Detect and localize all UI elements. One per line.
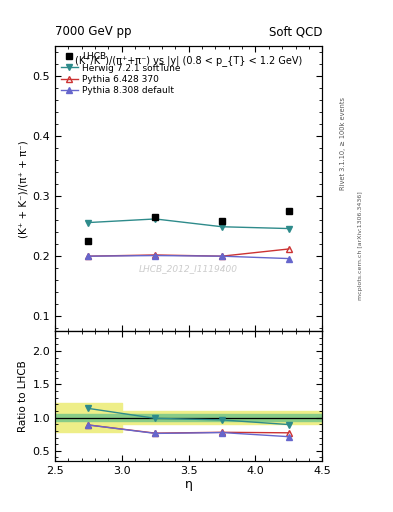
Pythia 8.308 default bbox=[286, 255, 291, 262]
Line: LHCB: LHCB bbox=[85, 208, 292, 245]
Y-axis label: (K⁺ + K⁻)/(π⁺ + π⁻): (K⁺ + K⁻)/(π⁺ + π⁻) bbox=[18, 140, 28, 238]
Line: Pythia 6.428 370: Pythia 6.428 370 bbox=[85, 246, 292, 259]
Herwig 7.2.1 softTune bbox=[153, 216, 158, 222]
Pythia 8.308 default bbox=[153, 252, 158, 259]
Pythia 8.308 default bbox=[220, 253, 224, 259]
Herwig 7.2.1 softTune bbox=[286, 225, 291, 231]
Pythia 6.428 370 bbox=[153, 252, 158, 258]
Text: Rivet 3.1.10, ≥ 100k events: Rivet 3.1.10, ≥ 100k events bbox=[340, 97, 346, 190]
Text: 7000 GeV pp: 7000 GeV pp bbox=[55, 26, 132, 38]
Pythia 6.428 370 bbox=[220, 253, 224, 259]
Herwig 7.2.1 softTune bbox=[86, 220, 91, 226]
X-axis label: η: η bbox=[185, 478, 193, 492]
Text: (K⁺/K⁻)/(π⁺+π⁻) vs |y| (0.8 < p_{T} < 1.2 GeV): (K⁺/K⁻)/(π⁺+π⁻) vs |y| (0.8 < p_{T} < 1.… bbox=[75, 55, 302, 66]
LHCB bbox=[286, 208, 291, 214]
LHCB bbox=[86, 238, 91, 244]
Text: Soft QCD: Soft QCD bbox=[269, 26, 322, 38]
Line: Pythia 8.308 default: Pythia 8.308 default bbox=[85, 252, 292, 262]
Pythia 8.308 default bbox=[86, 253, 91, 259]
Y-axis label: Ratio to LHCB: Ratio to LHCB bbox=[18, 360, 28, 432]
LHCB bbox=[220, 218, 224, 224]
Text: mcplots.cern.ch [arXiv:1306.3436]: mcplots.cern.ch [arXiv:1306.3436] bbox=[358, 191, 363, 300]
Herwig 7.2.1 softTune bbox=[220, 224, 224, 230]
Legend: LHCB, Herwig 7.2.1 softTune, Pythia 6.428 370, Pythia 8.308 default: LHCB, Herwig 7.2.1 softTune, Pythia 6.42… bbox=[59, 51, 182, 97]
Pythia 6.428 370 bbox=[286, 246, 291, 252]
Line: Herwig 7.2.1 softTune: Herwig 7.2.1 softTune bbox=[85, 216, 292, 232]
Text: LHCB_2012_I1119400: LHCB_2012_I1119400 bbox=[139, 264, 238, 273]
Pythia 6.428 370 bbox=[86, 253, 91, 259]
LHCB bbox=[153, 214, 158, 220]
